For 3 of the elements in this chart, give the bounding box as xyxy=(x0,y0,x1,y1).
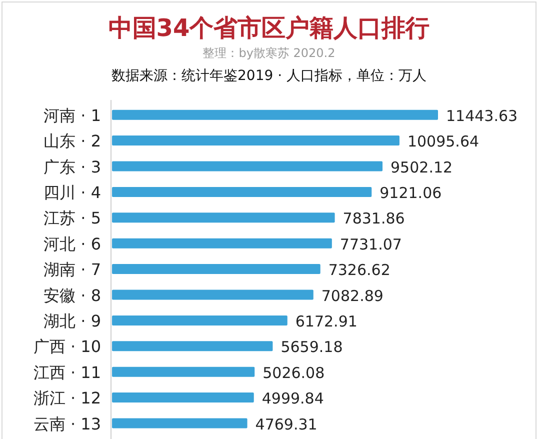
title: 中国34个省市区户籍人口排行 xyxy=(108,14,430,42)
annotation: 数据来源：统计年鉴2019 · 人口指标，单位：万人 xyxy=(112,68,426,84)
subtitle: 整理：by散寒苏 2020.2 xyxy=(202,46,336,60)
